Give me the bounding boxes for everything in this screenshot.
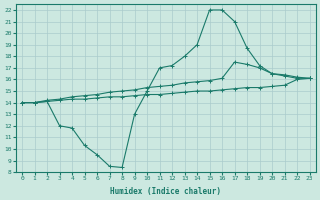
X-axis label: Humidex (Indice chaleur): Humidex (Indice chaleur) [110,187,221,196]
